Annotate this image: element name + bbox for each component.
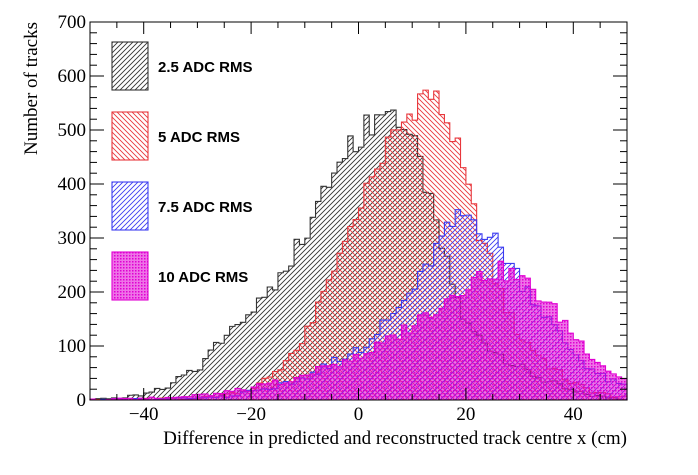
y-tick-label: 200 (58, 282, 87, 303)
y-tick-label: 600 (58, 66, 87, 87)
y-tick-label: 400 (58, 174, 87, 195)
legend-entry: 7.5 ADC RMS (111, 181, 252, 231)
legend-label: 10 ADC RMS (158, 269, 248, 286)
legend-entry: 10 ADC RMS (111, 251, 248, 301)
legend-swatch (111, 181, 149, 231)
legend-entry: 5 ADC RMS (111, 111, 240, 161)
x-tick-label: −20 (236, 404, 266, 425)
legend-entry: 2.5 ADC RMS (111, 41, 252, 91)
x-tick-label: −40 (129, 404, 159, 425)
legend-label: 7.5 ADC RMS (158, 199, 252, 216)
legend: 2.5 ADC RMS 5 ADC RMS 7.5 ADC RMS 10 ADC RM… (111, 41, 252, 301)
legend-swatch (111, 251, 149, 301)
y-tick-label: 100 (58, 336, 87, 357)
x-tick-label: 0 (354, 404, 364, 425)
y-tick-label: 700 (58, 12, 87, 33)
x-axis-title: Difference in predicted and reconstructe… (163, 428, 627, 449)
legend-swatch (111, 111, 149, 161)
series-layer (89, 89, 628, 401)
legend-swatch (111, 41, 149, 91)
x-tick-label: 20 (456, 404, 475, 425)
series-10-adc-rms (89, 260, 628, 401)
legend-label: 5 ADC RMS (158, 129, 240, 146)
y-tick-label: 0 (77, 390, 87, 411)
y-axis-title: Number of tracks (21, 22, 42, 155)
y-tick-label: 300 (58, 228, 87, 249)
legend-label: 2.5 ADC RMS (158, 59, 252, 76)
x-tick-label: 40 (564, 404, 583, 425)
series-fill (90, 261, 627, 400)
series-outline (89, 260, 628, 401)
y-tick-label: 500 (58, 120, 87, 141)
